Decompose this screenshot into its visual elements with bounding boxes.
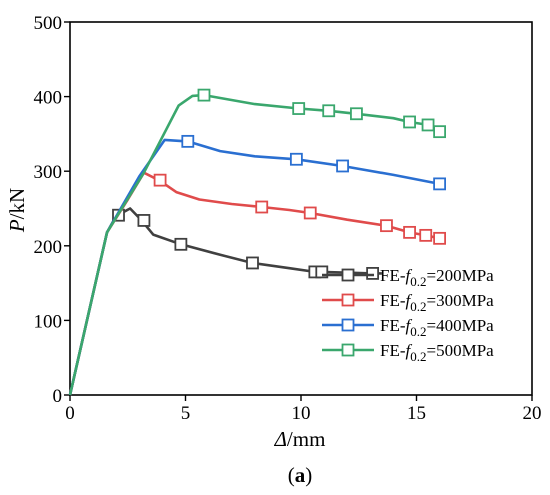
legend-sub: 0.2 (410, 299, 426, 314)
series-marker (289, 152, 303, 166)
y-tick-label: 200 (34, 237, 63, 258)
y-tick-label: 400 (34, 88, 63, 109)
legend-var: f (406, 316, 413, 335)
plot-frame (69, 21, 533, 396)
series-marker (433, 125, 447, 139)
legend: FE-f0.2=200MPaFE-f0.2=300MPaFE-f0.2=400M… (322, 266, 494, 364)
legend-sub: 0.2 (410, 324, 426, 339)
series-marker (433, 177, 447, 191)
x-tick-label: 0 (65, 403, 75, 424)
series-marker (350, 107, 363, 121)
series-marker (433, 231, 447, 245)
y-axis-label: P/kN (5, 188, 29, 233)
series-line (68, 207, 382, 396)
legend-prefix: FE- (380, 291, 406, 310)
series-marker (419, 228, 433, 242)
x-axis-unit: /mm (287, 427, 326, 451)
legend-suffix: =200MPa (426, 266, 494, 285)
legend-item: FE-f0.2=200MPa (322, 266, 494, 289)
series-marker (366, 267, 380, 280)
legend-marker (341, 268, 355, 282)
axis-labels: P/kN Δ/mm (a) (5, 188, 325, 487)
series-2 (68, 134, 447, 396)
legend-item: FE-f0.2=400MPa (322, 316, 494, 339)
legend-suffix: =300MPa (426, 291, 494, 310)
caption-close: ) (305, 463, 312, 487)
caption-open: ( (288, 463, 295, 487)
legend-label: FE-f0.2=400MPa (380, 316, 494, 339)
y-axis-symbol: P (5, 219, 29, 233)
legend-marker (341, 343, 355, 357)
series-marker (421, 118, 435, 132)
series-marker (153, 173, 167, 187)
legend-label: FE-f0.2=200MPa (380, 266, 494, 289)
series-marker (197, 88, 211, 102)
series-marker (303, 206, 317, 220)
caption-letter: a (295, 463, 306, 487)
series-line (68, 138, 440, 396)
legend-label: FE-f0.2=300MPa (380, 291, 494, 314)
legend-prefix: FE- (380, 316, 406, 335)
series-0 (68, 207, 382, 396)
series-marker (315, 265, 329, 279)
series-marker (246, 256, 259, 270)
legend-item: FE-f0.2=300MPa (322, 291, 494, 314)
legend-marker (341, 293, 355, 307)
y-tick-label: 0 (53, 386, 63, 407)
legend-suffix: =500MPa (426, 341, 494, 360)
series-marker (403, 225, 416, 239)
y-axis-unit: /kN (5, 188, 29, 220)
y-tick-label: 100 (34, 311, 63, 332)
series-marker (255, 200, 269, 214)
series-marker (380, 219, 393, 233)
x-tick-label: 10 (292, 403, 311, 424)
series-marker (181, 134, 195, 148)
series-layer (68, 88, 447, 396)
x-axis-label: Δ/mm (274, 427, 326, 451)
legend-label: FE-f0.2=500MPa (380, 341, 494, 364)
figure-caption: (a) (288, 463, 313, 487)
legend-sub: 0.2 (410, 349, 426, 364)
legend-suffix: =400MPa (426, 316, 494, 335)
legend-marker (341, 318, 355, 332)
legend-var: f (406, 291, 413, 310)
legend-sub: 0.2 (410, 274, 426, 289)
series-marker (137, 214, 151, 227)
series-3 (68, 88, 447, 396)
legend-var: f (406, 341, 413, 360)
y-tick-label: 300 (34, 162, 63, 183)
legend-prefix: FE- (380, 266, 406, 285)
x-tick-label: 20 (523, 403, 542, 424)
series-marker (336, 159, 349, 173)
y-tick-label: 500 (34, 13, 63, 34)
x-axis-symbol: Δ (274, 427, 287, 451)
legend-item: FE-f0.2=500MPa (322, 341, 494, 364)
series-marker (403, 115, 416, 129)
legend-prefix: FE- (380, 341, 406, 360)
series-marker (174, 237, 188, 251)
x-tick-label: 15 (407, 403, 426, 424)
legend-var: f (406, 266, 413, 285)
series-marker (322, 104, 336, 118)
x-tick-label: 5 (181, 403, 191, 424)
series-marker (292, 102, 306, 115)
